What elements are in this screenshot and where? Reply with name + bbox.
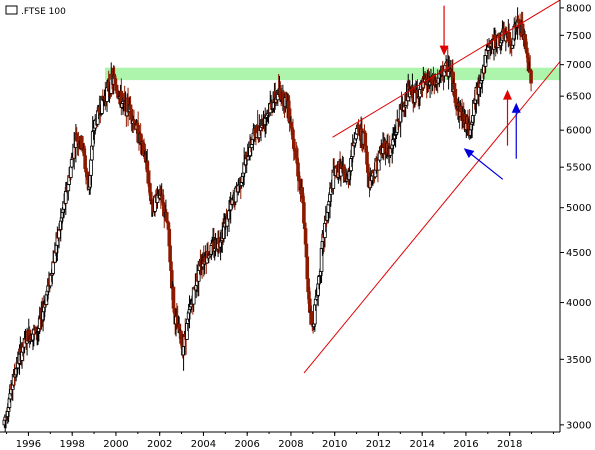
y-tick-label: 4000 — [566, 298, 591, 309]
arrow-head — [439, 45, 449, 56]
candle-body — [326, 204, 331, 213]
x-tick-label: 2008 — [278, 439, 303, 450]
candle-body — [63, 190, 68, 204]
x-tick-label: 2004 — [191, 439, 216, 450]
y-tick-label: 6000 — [566, 126, 591, 137]
trendline-1 — [332, 0, 560, 138]
arrow-head — [463, 148, 475, 158]
y-tick-label: 6500 — [566, 92, 591, 103]
x-tick-label: 2000 — [103, 439, 128, 450]
legend: .FTSE 100 — [5, 5, 66, 17]
candles — [2, 7, 533, 432]
candle-139 — [119, 78, 124, 116]
candle-body — [291, 129, 295, 140]
candle-body — [453, 88, 458, 104]
candle-body — [69, 159, 74, 168]
legend-label: .FTSE 100 — [21, 7, 66, 17]
y-tick-label: 5500 — [566, 163, 591, 174]
arrow-up-1 — [503, 89, 512, 146]
x-tick-label: 2010 — [322, 439, 347, 450]
annotations — [303, 0, 560, 374]
x-tick-label: 2014 — [409, 439, 434, 450]
candle-body — [66, 184, 71, 192]
x-tick-label: 2018 — [497, 439, 522, 450]
legend-swatch — [5, 5, 18, 15]
y-tick-label: 7500 — [566, 31, 591, 42]
x-tick-label: 2012 — [366, 439, 391, 450]
candle-626 — [529, 69, 533, 92]
candle-body — [249, 144, 254, 148]
candle-body — [507, 31, 511, 42]
x-tick-label: 1998 — [59, 439, 84, 450]
arrow-shaft — [469, 152, 504, 180]
candle-body — [302, 222, 307, 230]
trendline-0 — [303, 61, 560, 374]
arrow-head — [503, 89, 512, 100]
support-band-rect-0 — [105, 67, 560, 81]
candle-body — [79, 136, 84, 149]
arrow-up-2 — [511, 102, 521, 159]
y-tick-label: 4500 — [566, 248, 591, 259]
x-tick-label: 1996 — [16, 439, 41, 450]
y-tick-label: 8000 — [566, 3, 591, 14]
x-tick-label: 2006 — [234, 439, 259, 450]
candle-body — [305, 256, 310, 280]
y-tick-label: 3000 — [566, 420, 591, 431]
candle-body — [529, 70, 533, 84]
candle-body — [171, 286, 176, 309]
arrow-head — [511, 102, 521, 113]
candle-body — [166, 222, 171, 230]
x-tick-label: 2002 — [147, 439, 172, 450]
arrow-up-left-3 — [463, 148, 504, 180]
candle-body — [89, 159, 93, 176]
candle-body — [291, 138, 296, 149]
arrow-down-0 — [439, 5, 449, 56]
support-band — [105, 67, 560, 81]
candle-body — [146, 171, 151, 184]
candle-body — [69, 166, 73, 178]
candle-body — [303, 228, 308, 245]
x-tick-label: 2016 — [453, 439, 478, 450]
y-tick-label: 7000 — [566, 60, 591, 71]
candle-body — [51, 261, 55, 274]
y-tick-label: 5000 — [566, 203, 591, 214]
y-tick-label: 3500 — [566, 355, 591, 366]
